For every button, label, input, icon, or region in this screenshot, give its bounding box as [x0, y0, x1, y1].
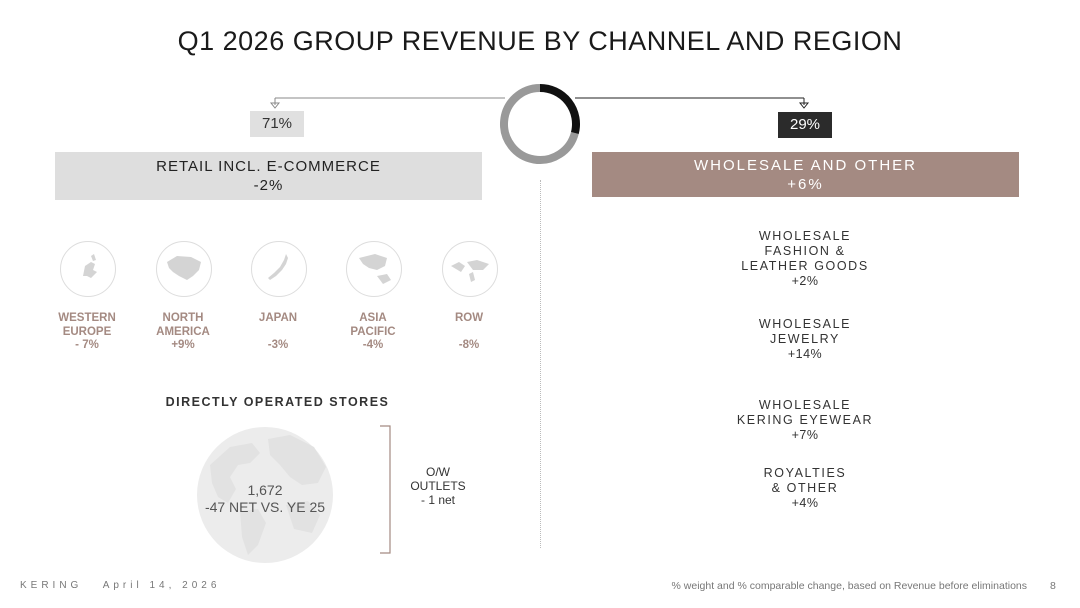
- donut-slice-retail: [500, 84, 579, 164]
- arrow-down-left-icon: [269, 102, 281, 109]
- bracket: [380, 425, 391, 554]
- region-change-asia-pacific: -4%: [362, 339, 384, 351]
- arrow-down-right-icon: [798, 102, 810, 109]
- dos-net-change: -47 NET VS. YE 25: [204, 499, 326, 515]
- wholesale-item-royalties: ROYALTIES & OTHER +4%: [763, 466, 847, 510]
- wholesale-item-eyewear: WHOLESALE KERING EYEWEAR +7%: [736, 398, 874, 442]
- region-change-western-europe: - 7%: [75, 339, 99, 351]
- donut-connector: [269, 84, 810, 164]
- wholesale-item-jewelry: WHOLESALE JEWELRY +14%: [758, 317, 852, 361]
- world-map-icon: [442, 241, 498, 297]
- region-change-japan: -3%: [267, 339, 289, 351]
- wholesale-item-fashion-leather: WHOLESALE FASHION & LEATHER GOODS +2%: [741, 229, 869, 288]
- footer-date: April 14, 2026: [102, 580, 221, 591]
- center-divider: [540, 180, 541, 548]
- dos-count: 1,672: [247, 482, 283, 498]
- wholesale-change: +6%: [787, 176, 824, 193]
- dos-summary: 1,672 -47 NET VS. YE 25: [180, 482, 350, 516]
- globe-icon: [197, 427, 333, 563]
- north-america-map-icon: [156, 241, 212, 297]
- region-label-asia-pacific: ASIA PACIFIC: [350, 312, 396, 338]
- europe-map-icon: [60, 241, 116, 297]
- page-title: Q1 2026 GROUP REVENUE BY CHANNEL AND REG…: [177, 26, 903, 56]
- footer-brand-date: KERING April 14, 2026: [20, 580, 220, 591]
- region-change-north-america: +9%: [171, 339, 195, 351]
- region-change-row: -8%: [458, 339, 480, 351]
- japan-map-icon: [251, 241, 307, 297]
- retail-label: RETAIL INCL. E-COMMERCE: [156, 158, 381, 175]
- retail-change: -2%: [253, 177, 284, 194]
- region-label-north-america: NORTH AMERICA: [156, 312, 210, 338]
- retail-bar: RETAIL INCL. E-COMMERCE -2%: [55, 152, 482, 200]
- outlets-note: O/W OUTLETS - 1 net: [410, 465, 466, 507]
- wholesale-share-badge: 29%: [778, 112, 832, 138]
- footer-brand: KERING: [20, 580, 83, 591]
- page-number: 8: [1050, 580, 1056, 592]
- region-label-row: ROW: [454, 312, 484, 324]
- wholesale-label: WHOLESALE AND OTHER: [693, 157, 918, 174]
- footer-note: % weight and % comparable change, based …: [671, 580, 1027, 592]
- asia-pacific-map-icon: [346, 241, 402, 297]
- wholesale-bar: WHOLESALE AND OTHER +6%: [592, 152, 1019, 197]
- retail-share-badge: 71%: [250, 111, 304, 137]
- region-label-western-europe: WESTERN EUROPE: [58, 312, 116, 338]
- donut-slice-wholesale: [539, 84, 580, 134]
- region-label-japan: JAPAN: [258, 312, 298, 324]
- dos-title: DIRECTLY OPERATED STORES: [165, 395, 390, 409]
- donut-chart: [500, 84, 580, 164]
